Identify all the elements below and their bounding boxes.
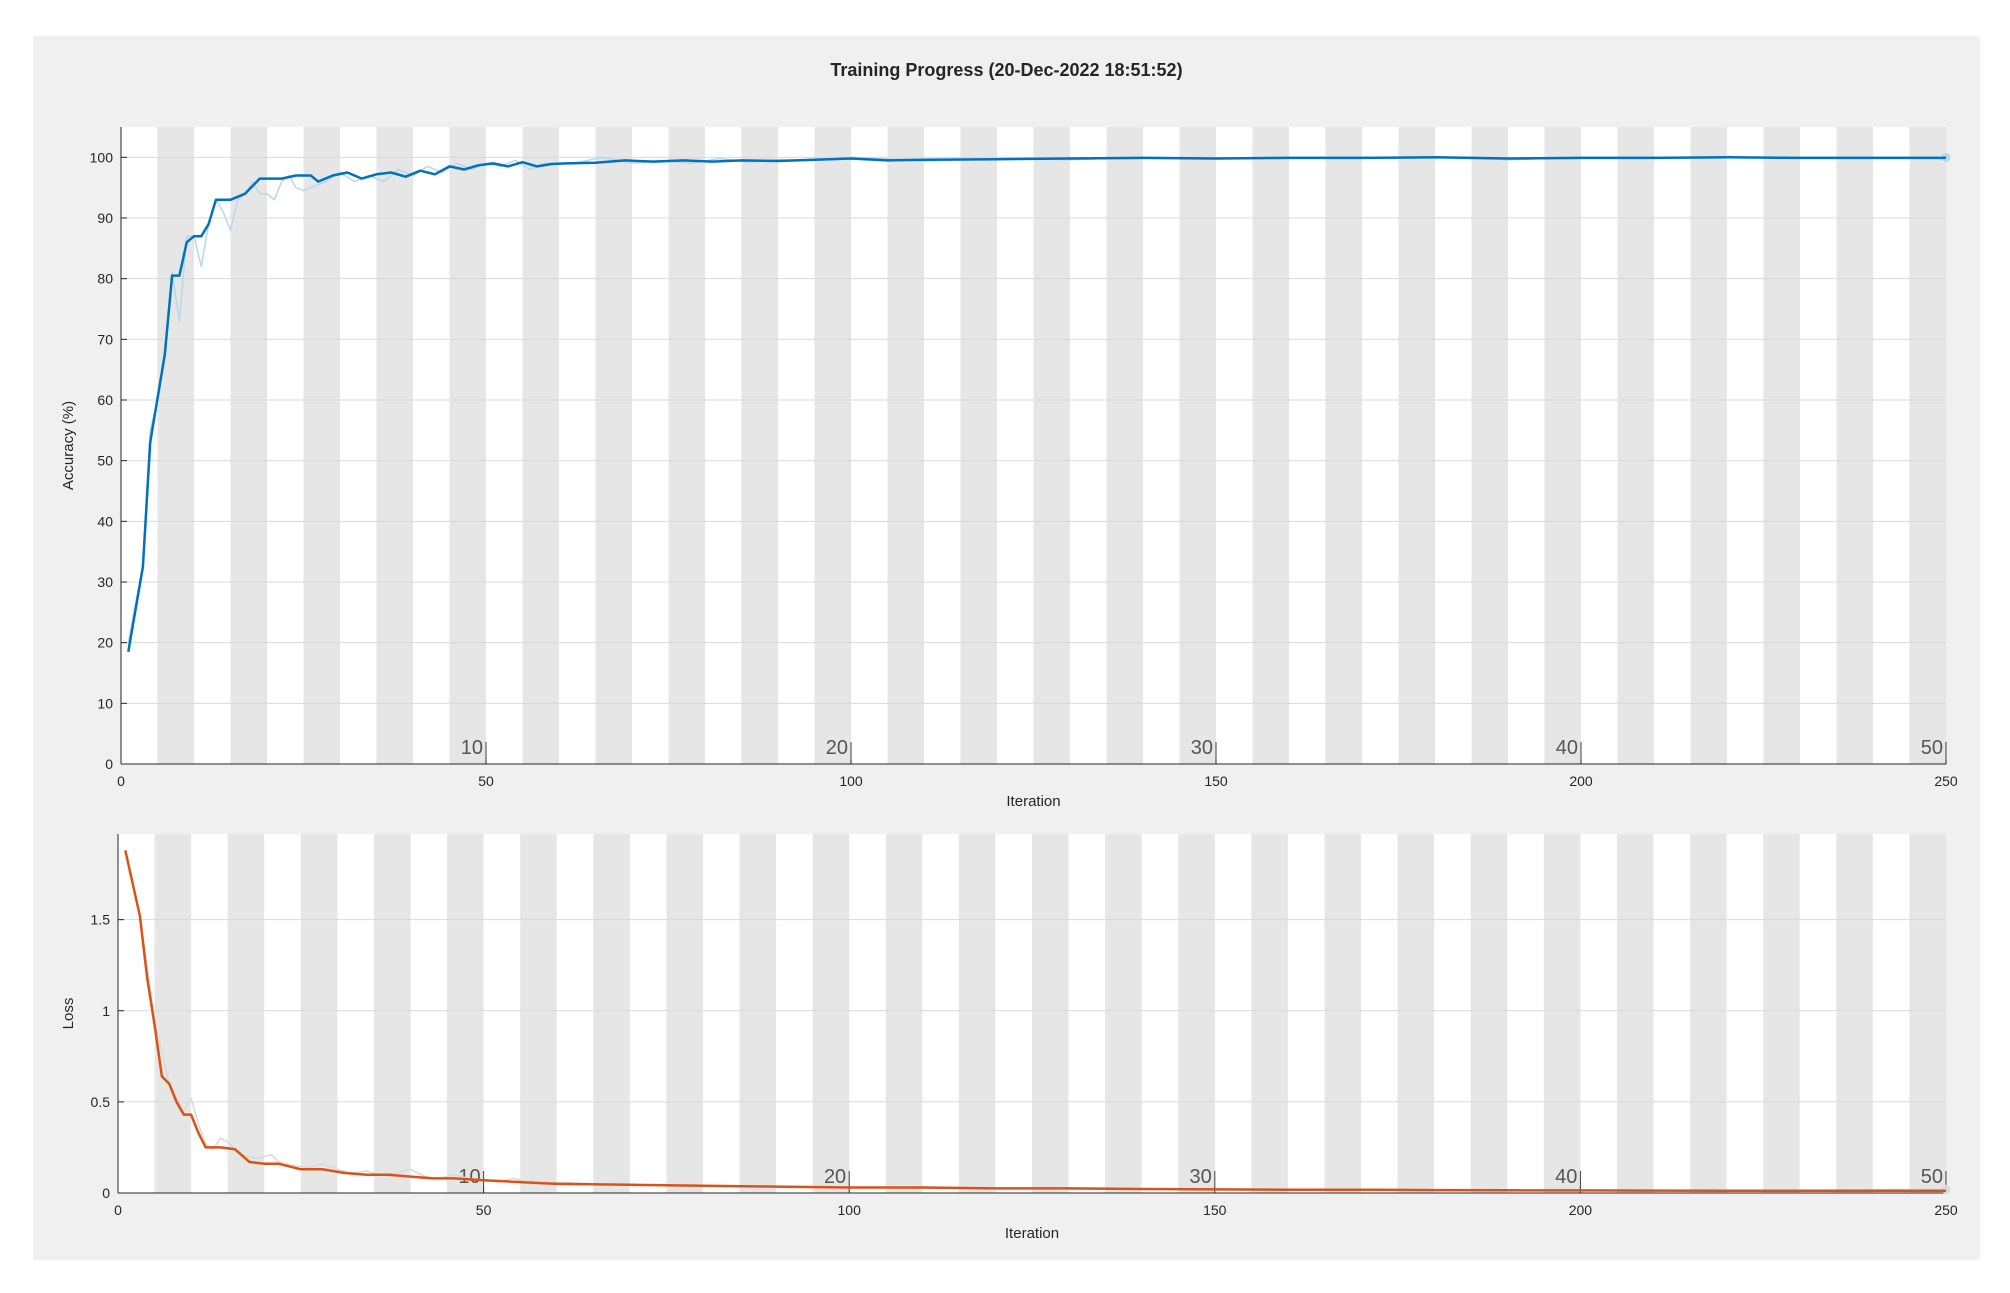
accuracy-epoch-band [522, 127, 559, 764]
loss-ytick-label: 1 [102, 1003, 110, 1019]
accuracy-ytick-label: 20 [97, 635, 113, 651]
accuracy-epoch-band [741, 127, 778, 764]
loss-epoch-band [593, 834, 630, 1193]
loss-epoch-band [1251, 834, 1288, 1193]
loss-epoch-band [1690, 834, 1727, 1193]
accuracy-epoch-band [1690, 127, 1727, 764]
accuracy-xtick-label: 50 [478, 773, 494, 789]
accuracy-xtick-label: 100 [839, 773, 863, 789]
accuracy-ytick-label: 40 [97, 513, 113, 529]
loss-epoch-band [1909, 834, 1946, 1193]
accuracy-epoch-band [449, 127, 486, 764]
loss-epoch-band [227, 834, 265, 1193]
loss-epoch-band [373, 834, 411, 1193]
accuracy-epoch-band [1252, 127, 1289, 764]
accuracy-epoch-band [960, 127, 997, 764]
loss-epoch-band [1616, 834, 1654, 1193]
loss-epoch-band [1032, 834, 1069, 1193]
loss-epoch-band [739, 834, 777, 1193]
loss-last-point-marker [1941, 1184, 1951, 1194]
chart-title: Training Progress (20-Dec-2022 18:51:52) [830, 60, 1183, 80]
accuracy-epoch-label: 40 [1556, 737, 1578, 759]
accuracy-ytick-label: 80 [97, 271, 113, 287]
loss-epoch-band [812, 834, 850, 1193]
accuracy-xtick-label: 0 [117, 773, 125, 789]
accuracy-epoch-label: 50 [1921, 737, 1943, 759]
loss-epoch-band [300, 834, 338, 1193]
loss-ylabel: Loss [60, 998, 77, 1030]
accuracy-xtick-label: 250 [1934, 773, 1958, 789]
loss-epoch-band [154, 834, 192, 1193]
accuracy-ytick-label: 90 [97, 210, 113, 226]
loss-epoch-label: 10 [458, 1166, 480, 1188]
accuracy-smoothed-line [127, 156, 1946, 653]
accuracy-epoch-band [1836, 127, 1873, 764]
accuracy-ytick-label: 50 [97, 453, 113, 469]
loss-xtick-label: 150 [1203, 1202, 1227, 1218]
accuracy-epoch-band [1471, 127, 1508, 764]
loss-epoch-band [958, 834, 996, 1193]
accuracy-epoch-band [668, 127, 705, 764]
accuracy-epoch-band [1106, 127, 1143, 764]
accuracy-epoch-band [157, 127, 194, 764]
accuracy-epoch-band [1763, 127, 1800, 764]
accuracy-epoch-band [230, 127, 267, 764]
loss-xlabel: Iteration [1005, 1225, 1059, 1242]
accuracy-epoch-band [887, 127, 924, 764]
loss-epoch-label: 30 [1190, 1166, 1212, 1188]
loss-epoch-band [520, 834, 557, 1193]
loss-xtick-label: 100 [838, 1202, 862, 1218]
loss-epoch-label: 40 [1555, 1166, 1577, 1188]
loss-ytick-label: 0 [102, 1185, 110, 1201]
accuracy-ytick-label: 60 [97, 392, 113, 408]
accuracy-xlabel: Iteration [1006, 793, 1060, 810]
accuracy-epoch-band [376, 127, 413, 764]
accuracy-epoch-label: 20 [826, 737, 848, 759]
loss-epoch-label: 50 [1921, 1166, 1943, 1188]
loss-xtick-label: 50 [476, 1202, 492, 1218]
loss-epoch-band [1397, 834, 1435, 1193]
accuracy-epoch-band [1033, 127, 1070, 764]
loss-epoch-band [1543, 834, 1581, 1193]
accuracy-epoch-band [1325, 127, 1362, 764]
loss-epoch-band [1178, 834, 1215, 1193]
accuracy-epoch-band [1909, 127, 1946, 764]
accuracy-ylabel: Accuracy (%) [60, 401, 77, 490]
accuracy-ytick-label: 30 [97, 574, 113, 590]
loss-epoch-band [1105, 834, 1142, 1193]
accuracy-epoch-band [1179, 127, 1216, 764]
accuracy-ytick-label: 0 [105, 756, 113, 772]
accuracy-epoch-band [595, 127, 632, 764]
loss-epoch-band [885, 834, 923, 1193]
accuracy-ytick-label: 70 [97, 331, 113, 347]
loss-ytick-label: 1.5 [91, 912, 111, 928]
accuracy-xtick-label: 200 [1569, 773, 1593, 789]
loss-xtick-label: 200 [1569, 1202, 1593, 1218]
loss-ytick-label: 0.5 [91, 1094, 111, 1110]
loss-epoch-band [1763, 834, 1800, 1193]
accuracy-epoch-band [1398, 127, 1435, 764]
loss-smoothed-line [124, 850, 1946, 1193]
accuracy-epoch-band [814, 127, 851, 764]
accuracy-epoch-band [303, 127, 340, 764]
loss-epoch-band [666, 834, 703, 1193]
loss-epoch-band [447, 834, 484, 1193]
loss-epoch-band [1836, 834, 1873, 1193]
training-progress-panel: Training Progress (20-Dec-2022 18:51:52)… [33, 36, 1980, 1260]
loss-xtick-label: 250 [1934, 1202, 1958, 1218]
accuracy-epoch-band [1544, 127, 1581, 764]
accuracy-ytick-label: 100 [90, 149, 114, 165]
accuracy-epoch-label: 10 [461, 737, 483, 759]
loss-epoch-band [1470, 834, 1508, 1193]
accuracy-epoch-band [1617, 127, 1654, 764]
accuracy-ytick-label: 10 [97, 695, 113, 711]
loss-epoch-band [1324, 834, 1362, 1193]
loss-epoch-label: 20 [824, 1166, 846, 1188]
accuracy-xtick-label: 150 [1204, 773, 1228, 789]
loss-xtick-label: 0 [114, 1202, 122, 1218]
accuracy-epoch-label: 30 [1191, 737, 1213, 759]
